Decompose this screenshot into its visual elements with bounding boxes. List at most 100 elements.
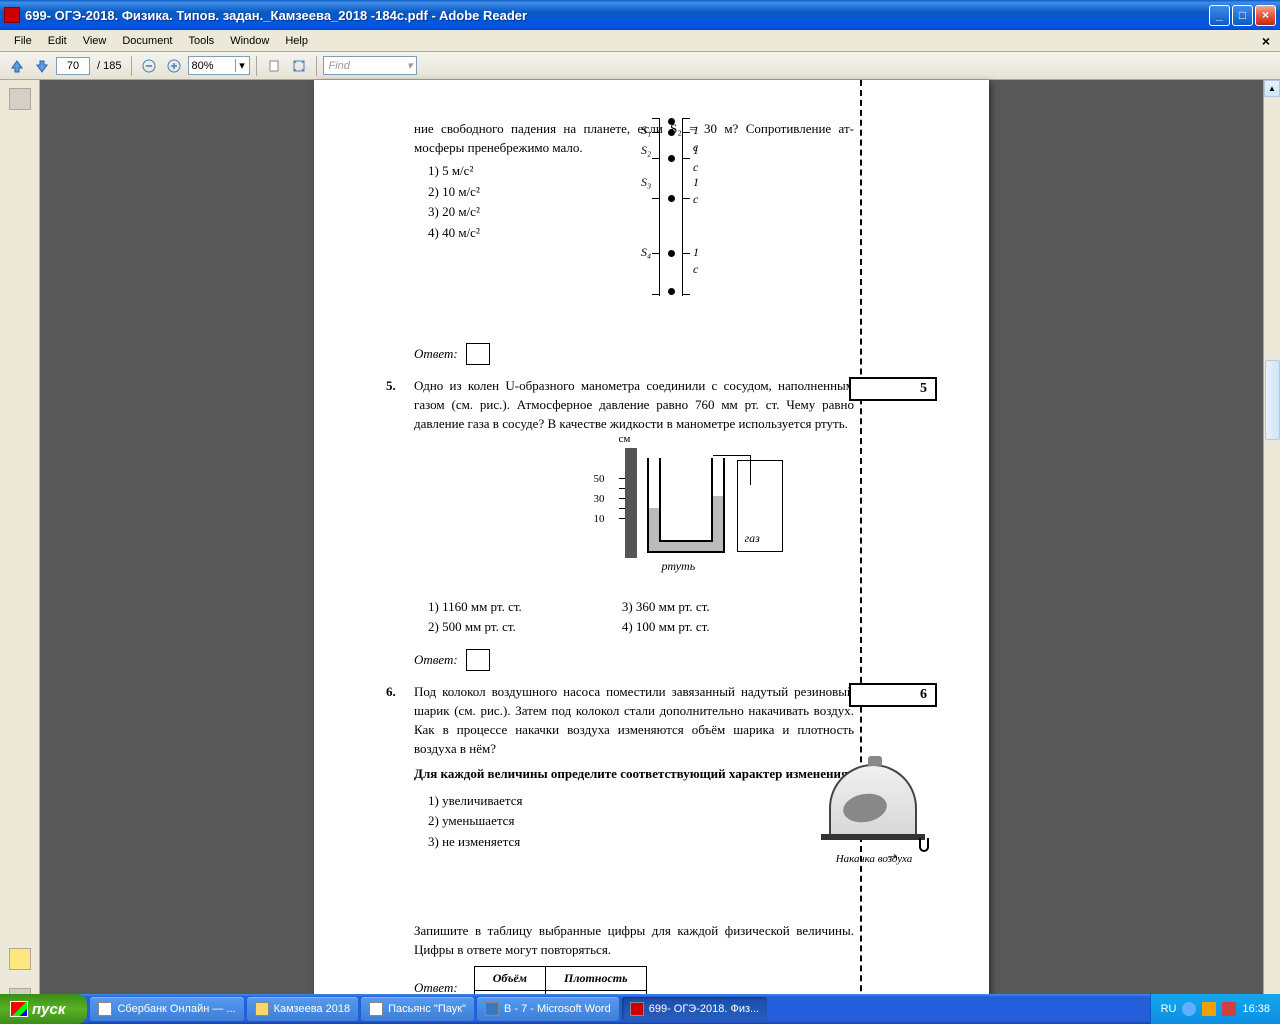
- arrow-down-icon: [35, 59, 49, 73]
- q4-text: ние свободного падения на планете, если …: [414, 120, 854, 158]
- q5-answer-label: Ответ:: [414, 651, 458, 670]
- q4-s2: S₂: [641, 142, 651, 159]
- q5-rtut: ртуть: [662, 558, 696, 575]
- zoom-select[interactable]: 80%▾: [188, 56, 250, 75]
- q6-o2: 2) уменьшается: [428, 812, 628, 831]
- tray-icon[interactable]: [1202, 1002, 1216, 1016]
- question-4: ние свободного падения на планете, если …: [414, 120, 969, 365]
- q6-table-instr: Запишите в таблицу выбранные цифры для к…: [414, 922, 854, 960]
- q5-cm: см: [619, 432, 631, 448]
- page-input[interactable]: [56, 57, 90, 75]
- spider-icon: [369, 1002, 383, 1016]
- comments-icon[interactable]: [9, 948, 31, 970]
- q6-o1: 1) увеличивается: [428, 792, 628, 811]
- q5-o4: 4) 100 мм рт. ст.: [622, 618, 710, 637]
- task-sberbank[interactable]: Сбербанк Онлайн — ...: [90, 997, 243, 1021]
- scroll-thumb[interactable]: [1265, 360, 1280, 440]
- thumbnails-icon[interactable]: [9, 88, 31, 110]
- q5-text: Одно из колен U-образного манометра соед…: [414, 377, 854, 434]
- q5-o3: 3) 360 мм рт. ст.: [622, 598, 710, 617]
- q5-diagram: см 50 30 10: [577, 440, 807, 590]
- q6-numbox: 6: [849, 683, 937, 707]
- q5-num: 5.: [386, 377, 396, 396]
- q4-opt4: 4) 40 м/с²: [428, 224, 598, 243]
- task-folder[interactable]: Камзеева 2018: [247, 997, 358, 1021]
- q6-th1: Объём: [474, 966, 545, 990]
- menu-file[interactable]: File: [6, 32, 40, 50]
- zoom-out-button[interactable]: [138, 55, 160, 77]
- document-viewport[interactable]: ние свободного падения на планете, если …: [40, 80, 1263, 1018]
- menu-document[interactable]: Document: [114, 32, 180, 50]
- q4-answer-label: Ответ:: [414, 345, 458, 364]
- dropdown-arrow-icon: ▾: [407, 59, 413, 72]
- prev-page-button[interactable]: [6, 55, 28, 77]
- fit-button[interactable]: [288, 55, 310, 77]
- minimize-button[interactable]: _: [1209, 5, 1230, 26]
- pdf-page: ние свободного падения на планете, если …: [314, 80, 989, 1018]
- start-label: пуск: [32, 1001, 65, 1018]
- pdf-icon: [630, 1002, 644, 1016]
- task-adobe[interactable]: 699- ОГЭ-2018. Физ...: [622, 997, 767, 1021]
- separator: [131, 56, 132, 76]
- separator: [316, 56, 317, 76]
- taskbar: пуск Сбербанк Онлайн — ... Камзеева 2018…: [0, 994, 1280, 1024]
- q4-opt3: 3) 20 м/с²: [428, 203, 598, 222]
- q4-answer-box: [466, 343, 490, 365]
- q4-s4: S₄: [641, 244, 651, 261]
- find-input[interactable]: Find▾: [323, 56, 417, 75]
- windows-flag-icon: [10, 1001, 28, 1017]
- arrow-right-icon: →: [885, 846, 899, 866]
- plus-icon: [167, 59, 181, 73]
- menu-view[interactable]: View: [75, 32, 115, 50]
- zoom-value: 80%: [191, 60, 235, 72]
- nav-panel: [0, 80, 40, 1018]
- app-icon: [4, 7, 20, 23]
- main-area: ние свободного падения на планете, если …: [0, 80, 1280, 1018]
- q5-options: 1) 1160 мм рт. ст. 2) 500 мм рт. ст. 3) …: [428, 596, 969, 640]
- task-spider[interactable]: Пасьянс "Паук": [361, 997, 474, 1021]
- menu-help[interactable]: Help: [277, 32, 316, 50]
- browser-icon: [98, 1002, 112, 1016]
- q5-o2: 2) 500 мм рт. ст.: [428, 618, 522, 637]
- q4-options: 1) 5 м/с² 2) 10 м/с² 3) 20 м/с² 4) 40 м/…: [428, 162, 598, 243]
- zoom-in-button[interactable]: [163, 55, 185, 77]
- menu-bar: File Edit View Document Tools Window Hel…: [0, 30, 1280, 52]
- maximize-button[interactable]: □: [1232, 5, 1253, 26]
- dropdown-arrow-icon: ▾: [235, 59, 247, 72]
- clock[interactable]: 16:38: [1242, 1003, 1270, 1015]
- fullscreen-button[interactable]: [263, 55, 285, 77]
- q4-t3: 1 с: [693, 174, 699, 209]
- toolbar: / 185 80%▾ Find▾: [0, 52, 1280, 80]
- q4-opt1: 1) 5 м/с²: [428, 162, 598, 181]
- start-button[interactable]: пуск: [0, 994, 87, 1024]
- q5-v3: 10: [594, 512, 605, 528]
- document-close-icon[interactable]: ×: [1258, 33, 1274, 49]
- q6-options: 1) увеличивается 2) уменьшается 3) не из…: [428, 792, 628, 853]
- q6-o3: 3) не изменяется: [428, 833, 628, 852]
- question-5: 5. 5 Одно из колен U-образного манометра…: [414, 377, 969, 671]
- menu-edit[interactable]: Edit: [40, 32, 75, 50]
- close-button[interactable]: ×: [1255, 5, 1276, 26]
- tray-icon[interactable]: [1222, 1002, 1236, 1016]
- q5-o1: 1) 1160 мм рт. ст.: [428, 598, 522, 617]
- q6-text: Под колокол воздушного насоса поместили …: [414, 683, 854, 758]
- window-title: 699- ОГЭ-2018. Физика. Типов. задан._Кам…: [25, 8, 1209, 23]
- task-word[interactable]: В - 7 - Microsoft Word: [477, 997, 619, 1021]
- q6-diagram: → Накачка воздуха: [829, 764, 929, 868]
- folder-icon: [255, 1002, 269, 1016]
- lang-indicator[interactable]: RU: [1161, 1003, 1177, 1015]
- q6-instr: Для каждой величины определите соответст…: [414, 765, 854, 784]
- q5-v1: 50: [594, 472, 605, 488]
- question-6: 6. 6 Под колокол воздушного насоса помес…: [414, 683, 969, 1011]
- q5-v2: 30: [594, 492, 605, 508]
- window-buttons: _ □ ×: [1209, 5, 1276, 26]
- next-page-button[interactable]: [31, 55, 53, 77]
- q5-answer-box: [466, 649, 490, 671]
- vertical-scrollbar[interactable]: ▲ ▼: [1263, 80, 1280, 1018]
- page-total: / 185: [93, 60, 125, 72]
- menu-window[interactable]: Window: [222, 32, 277, 50]
- menu-tools[interactable]: Tools: [181, 32, 223, 50]
- tray-icon[interactable]: [1182, 1002, 1196, 1016]
- scroll-up-button[interactable]: ▲: [1264, 80, 1280, 97]
- q6-num: 6.: [386, 683, 396, 702]
